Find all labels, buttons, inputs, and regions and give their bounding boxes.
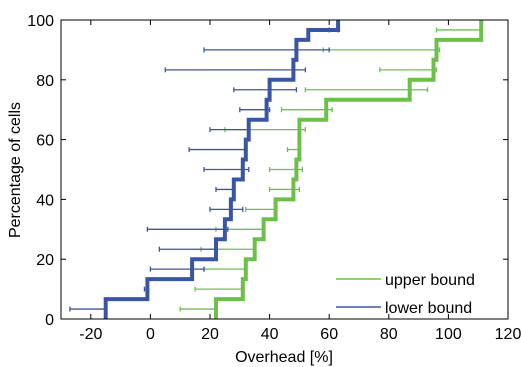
x-tick-label: 0 xyxy=(146,326,155,343)
lower-bound-legend-label: lower bound xyxy=(385,300,472,317)
y-tick-label: 20 xyxy=(36,252,54,269)
x-tick-label: 120 xyxy=(495,326,521,343)
legend: upper bound lower bound xyxy=(336,272,475,317)
x-tick-label: -20 xyxy=(79,326,102,343)
ticks-layer: -20 0 20 40 60 80 100 120 0 20 40 60 80 100 xyxy=(27,13,521,343)
x-axis-label: Overhead [%] xyxy=(235,349,333,366)
y-tick-label: 80 xyxy=(36,73,54,90)
y-tick-label: 0 xyxy=(45,312,54,329)
plot-frame xyxy=(60,19,509,320)
y-tick-label: 100 xyxy=(27,13,54,30)
x-tick-label: 40 xyxy=(261,326,279,343)
x-tick-label: 60 xyxy=(320,326,338,343)
lower-bound-step-line xyxy=(103,20,341,319)
y-axis-label: Percentage of cells xyxy=(7,102,24,238)
y-tick-label: 60 xyxy=(36,133,54,150)
x-tick-label: 20 xyxy=(201,326,219,343)
upper-bound-step-line xyxy=(214,20,484,319)
x-tick-label: 80 xyxy=(380,326,398,343)
series-layer xyxy=(69,20,484,319)
x-tick-label: 100 xyxy=(435,326,462,343)
lower-bound-series xyxy=(69,20,341,319)
y-tick-label: 40 xyxy=(36,192,54,209)
upper-bound-legend-label: upper bound xyxy=(385,272,475,289)
